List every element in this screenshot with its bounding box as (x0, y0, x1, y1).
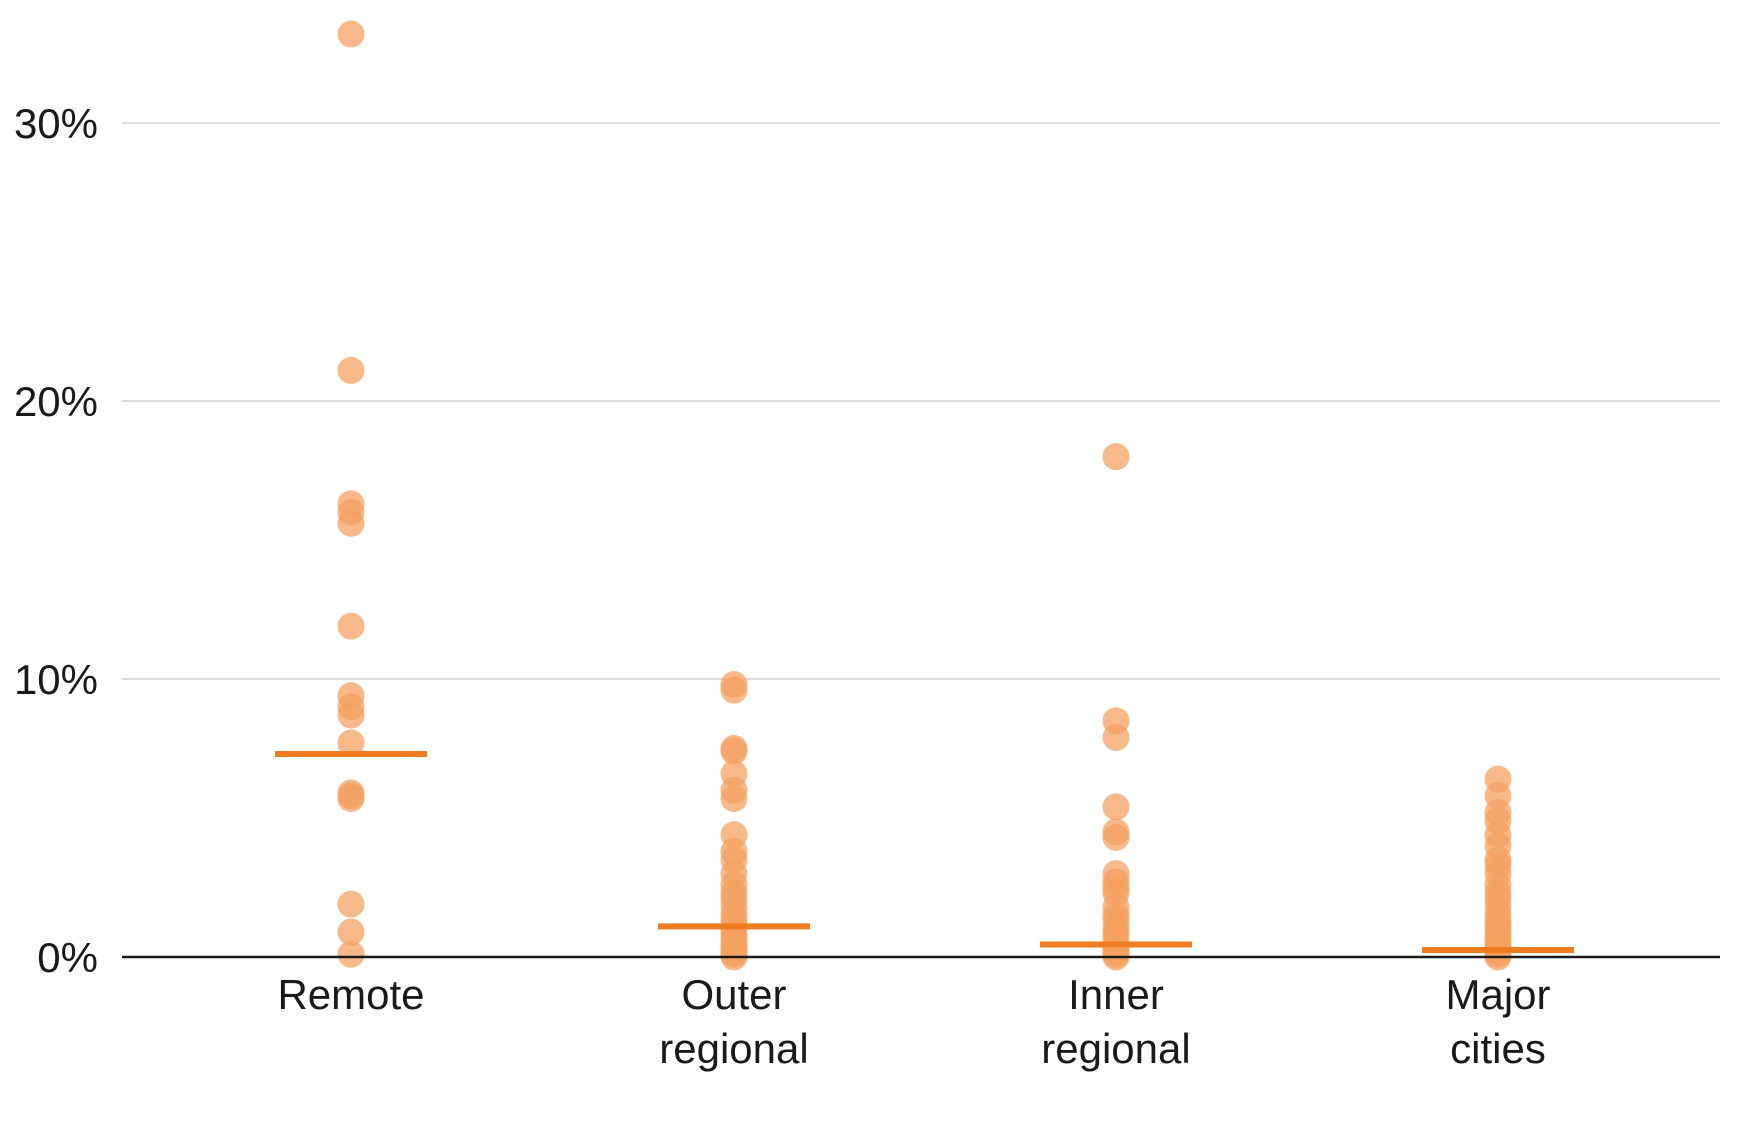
data-point-inner-regional (1102, 723, 1130, 751)
y-tick-label: 20% (14, 378, 98, 425)
data-point-remote (337, 729, 365, 757)
data-point-remote (337, 356, 365, 384)
category-labels: Remote Outer regional Inner regional Major cit… (277, 971, 1550, 1072)
category-label-outer-regional: regional (659, 1025, 808, 1072)
y-tick-label: 30% (14, 100, 98, 147)
data-point-remote (337, 509, 365, 537)
data-points (337, 20, 1512, 971)
y-tick-label: 10% (14, 656, 98, 703)
data-point-remote (337, 612, 365, 640)
data-point-inner-regional (1102, 793, 1130, 821)
gridlines (122, 122, 1720, 680)
data-point-remote (337, 701, 365, 729)
data-point-outer-regional (720, 785, 748, 813)
data-point-remote (337, 785, 365, 813)
category-label-inner-regional: Inner (1068, 971, 1164, 1018)
data-point-inner-regional (1102, 823, 1130, 851)
data-point-outer-regional (720, 737, 748, 765)
data-point-remote (337, 918, 365, 946)
data-point-inner-regional (1102, 443, 1130, 471)
category-label-remote: Remote (277, 971, 424, 1018)
category-label-major-cities: Major (1445, 971, 1550, 1018)
y-axis-tick-labels: 0% 10% 20% 30% (14, 100, 98, 981)
category-label-inner-regional: regional (1041, 1025, 1190, 1072)
data-point-remote (337, 940, 365, 968)
data-point-outer-regional (720, 676, 748, 704)
data-point-remote (337, 20, 365, 48)
category-label-major-cities: cities (1450, 1025, 1546, 1072)
data-point-remote (337, 890, 365, 918)
category-label-outer-regional: Outer (681, 971, 786, 1018)
mean-markers (275, 751, 1574, 954)
y-tick-label: 0% (37, 934, 98, 981)
